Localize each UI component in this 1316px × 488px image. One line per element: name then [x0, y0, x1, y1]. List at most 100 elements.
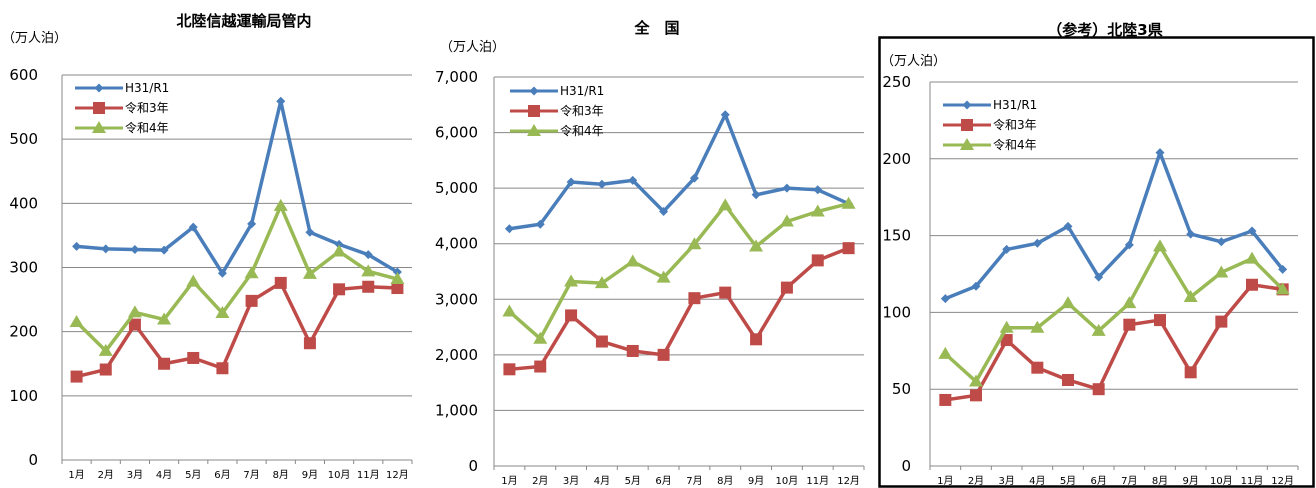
data-point-2: [1214, 265, 1229, 278]
data-point-1: [303, 337, 316, 350]
data-point-1: [1154, 314, 1166, 327]
x-tick-label: 3月: [998, 475, 1014, 487]
data-point-2: [1275, 282, 1290, 295]
data-point-0: [566, 177, 576, 187]
data-point-1: [939, 393, 952, 406]
data-point-2: [127, 305, 142, 318]
data-point-1: [657, 348, 670, 361]
data-point-1: [128, 318, 141, 331]
x-tick-label: 7月: [243, 469, 259, 481]
x-tick-label: 5月: [185, 469, 201, 481]
legend-marker-0: [529, 86, 539, 96]
data-point-2: [718, 198, 733, 211]
data-point-1: [842, 242, 855, 255]
x-tick-label: 3月: [563, 475, 579, 487]
data-point-2: [841, 196, 856, 209]
data-point-1: [245, 294, 258, 307]
data-point-2: [244, 266, 259, 279]
y-tick-label: 0: [28, 451, 38, 469]
legend-marker-2: [527, 124, 541, 136]
data-point-0: [1186, 229, 1196, 239]
data-point-0: [782, 183, 792, 193]
x-tick-label: 4月: [594, 475, 610, 487]
data-point-2: [1183, 290, 1198, 303]
data-point-1: [1031, 361, 1044, 374]
chart-2-title: 全 国: [633, 19, 679, 37]
data-point-0: [628, 175, 638, 185]
data-point-0: [1216, 237, 1226, 247]
x-tick-label: 6月: [655, 475, 671, 487]
data-point-2: [625, 254, 640, 267]
x-tick-label: 4月: [156, 469, 172, 481]
data-point-0: [363, 250, 373, 260]
y-tick-label: 2,000: [435, 346, 478, 364]
data-point-1: [534, 360, 547, 373]
data-point-0: [597, 179, 607, 189]
data-point-2: [1030, 320, 1045, 333]
data-point-1: [362, 280, 375, 293]
legend-marker-1: [528, 105, 540, 117]
y-tick-label: 250: [882, 73, 911, 91]
x-tick-label: 10月: [328, 469, 351, 481]
chart-3-frame: [878, 36, 1315, 488]
data-point-0: [659, 206, 669, 216]
data-point-1: [1092, 383, 1105, 396]
x-tick-label: 8月: [1152, 475, 1168, 487]
data-point-0: [813, 185, 823, 195]
x-tick-label: 1月: [68, 469, 84, 481]
data-point-2: [779, 214, 794, 227]
chart-3-title: （参考）北陸3県: [1047, 21, 1162, 39]
data-point-0: [72, 241, 82, 251]
x-tick-label: 10月: [1210, 475, 1233, 487]
data-point-1: [970, 389, 982, 402]
y-tick-label: 7,000: [435, 68, 478, 86]
data-point-0: [1002, 244, 1012, 254]
data-point-0: [1247, 226, 1257, 236]
data-point-2: [656, 270, 671, 283]
data-point-1: [99, 363, 112, 376]
data-point-2: [687, 237, 702, 250]
series-line-0: [509, 113, 850, 231]
x-tick-label: 3月: [127, 469, 143, 481]
y-tick-label: 5,000: [435, 179, 478, 197]
data-point-0: [305, 227, 315, 237]
data-point-1: [719, 286, 732, 299]
x-tick-label: 7月: [1121, 475, 1137, 487]
data-point-2: [273, 198, 288, 211]
y-tick-label: 600: [9, 66, 38, 84]
data-point-1: [503, 363, 516, 376]
legend-label-1: 令和3年: [993, 117, 1037, 132]
legend-marker-2: [92, 121, 106, 133]
data-point-0: [1155, 148, 1165, 158]
data-point-1: [565, 309, 578, 322]
data-point-0: [276, 96, 286, 106]
data-point-2: [302, 266, 317, 279]
legend-label-2: 令和4年: [560, 123, 604, 138]
data-point-0: [504, 224, 514, 234]
chart-1-unit: （万人泊）: [2, 31, 67, 46]
y-tick-label: 300: [9, 259, 38, 277]
data-point-1: [391, 282, 404, 295]
x-tick-label: 10月: [776, 475, 799, 487]
data-point-1: [158, 357, 171, 370]
x-tick-label: 5月: [1060, 475, 1076, 487]
data-point-0: [188, 222, 198, 232]
y-tick-label: 200: [882, 150, 911, 168]
y-tick-label: 100: [9, 387, 38, 405]
x-tick-label: 5月: [625, 475, 641, 487]
data-point-2: [749, 239, 764, 252]
legend-label-2: 令和4年: [125, 120, 169, 135]
data-point-1: [595, 335, 608, 348]
x-tick-label: 2月: [968, 475, 984, 487]
data-point-2: [1091, 323, 1106, 336]
data-point-0: [334, 239, 344, 249]
x-tick-label: 9月: [302, 469, 318, 481]
series-line-2: [75, 204, 398, 353]
y-tick-label: 100: [882, 303, 911, 321]
data-point-1: [274, 276, 287, 289]
legend-label-2: 令和4年: [993, 137, 1037, 152]
y-tick-label: 3,000: [435, 290, 478, 308]
data-point-1: [811, 254, 824, 267]
y-tick-label: 0: [901, 457, 911, 475]
data-point-0: [940, 294, 950, 304]
